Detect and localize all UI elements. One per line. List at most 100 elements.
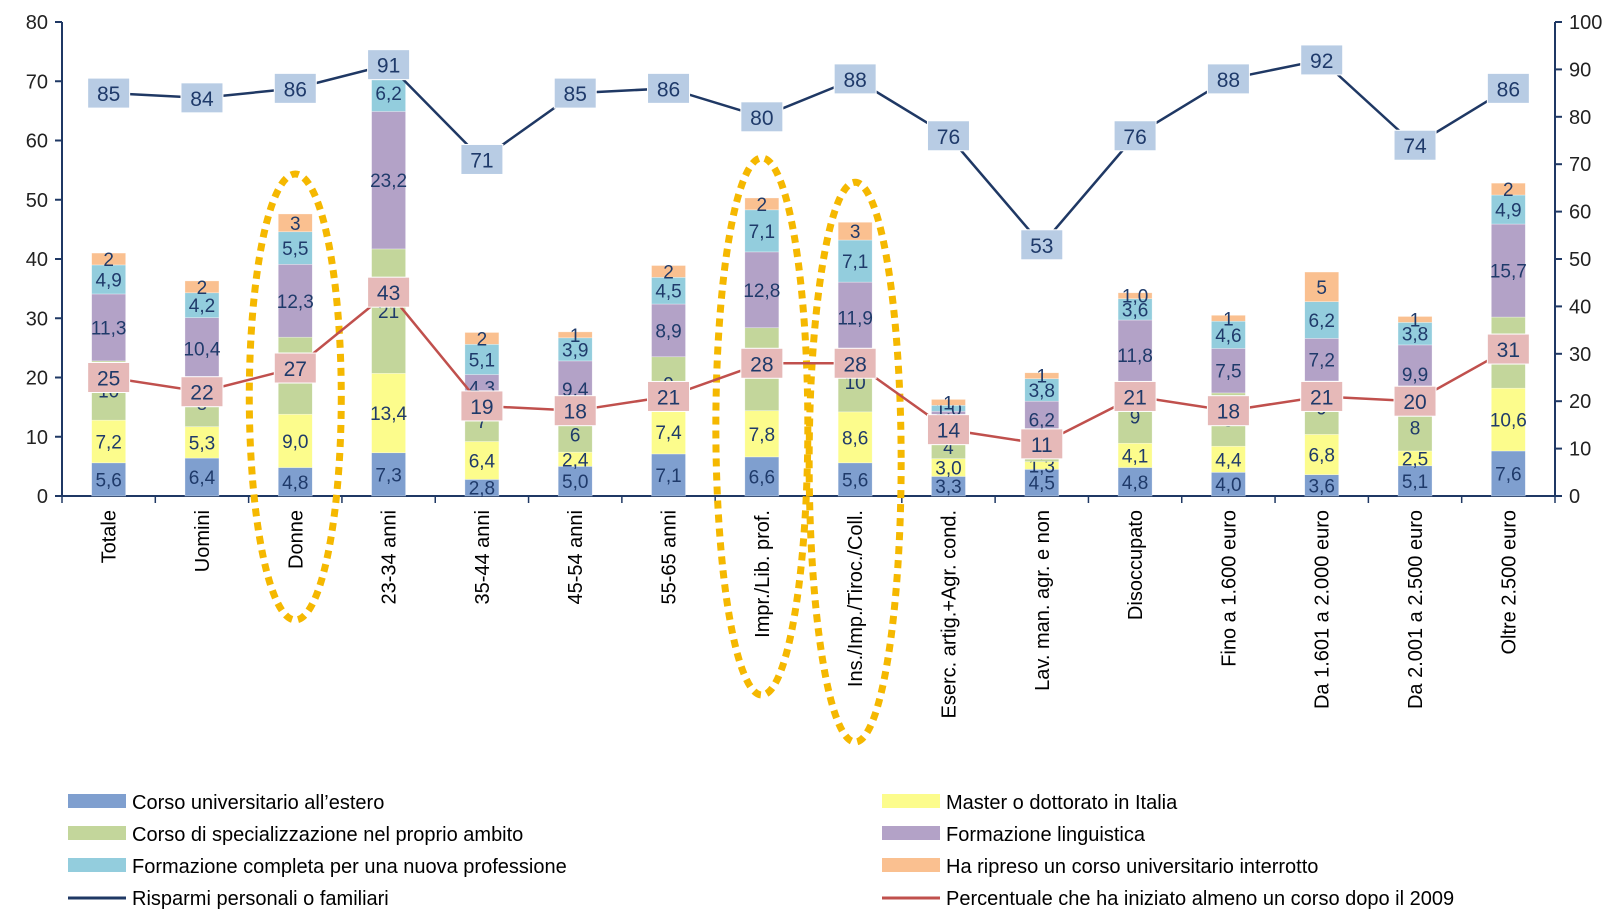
line-point-label: 28 — [843, 353, 866, 376]
bar-segment-label: 6,2 — [1029, 411, 1055, 432]
line-point-box — [647, 380, 691, 412]
bar-segment — [1304, 338, 1340, 382]
bar-segment — [744, 209, 780, 253]
left-tick-label: 80 — [26, 12, 48, 34]
bar-segment — [837, 462, 873, 497]
line-point-box — [1393, 129, 1437, 161]
line-point-box — [1486, 72, 1530, 104]
line-point-box — [926, 414, 970, 446]
bar-segment-label: 7,6 — [1495, 464, 1521, 485]
bar-segment-label: 7,1 — [655, 466, 681, 487]
line-point-box — [740, 347, 784, 379]
bar-segment-label: 2 — [477, 329, 488, 350]
right-tick-label: 80 — [1569, 107, 1591, 129]
legend-swatch — [882, 826, 940, 840]
line-point-box — [553, 77, 597, 109]
line-point-box — [367, 276, 411, 308]
bar-segment-label: 5,1 — [469, 350, 495, 371]
line-point-label: 85 — [97, 83, 120, 106]
bar-segment — [557, 466, 593, 497]
bar-segment-label: 1 — [1036, 367, 1047, 388]
bar-segment — [837, 221, 873, 241]
bar-segment — [464, 332, 500, 345]
line-point-box — [740, 101, 784, 133]
left-tick-label: 10 — [26, 427, 48, 449]
highlight-ovals — [245, 154, 905, 746]
x-category-label: Uomini — [192, 510, 214, 572]
legend-swatch — [68, 858, 126, 872]
bar-segment — [744, 251, 780, 329]
bar-segment-label: 11,9 — [837, 308, 873, 329]
line-point-box — [1300, 380, 1344, 412]
bar-segment-label: 9,0 — [282, 432, 308, 453]
line-point-box — [1206, 395, 1250, 427]
bar-segment-label: 15,7 — [1490, 262, 1527, 283]
right-tick-label: 30 — [1569, 344, 1591, 366]
bar-segment-label: 7,5 — [1215, 362, 1241, 383]
bar-segment-label: 4,9 — [1495, 201, 1521, 222]
line-point-box — [647, 72, 691, 104]
bar-segment-label: 2 — [103, 250, 114, 271]
bar-segment — [744, 410, 780, 458]
x-category-label: Disoccupato — [1125, 510, 1147, 620]
bar-segment-label: 9 — [1130, 408, 1141, 429]
bar-segment-label: 1 — [1223, 309, 1234, 330]
bar-segment-label: 6,4 — [189, 468, 216, 489]
line-point-box — [273, 352, 317, 384]
bar-segment-label: 7,2 — [1309, 351, 1335, 372]
left-tick-label: 50 — [26, 190, 48, 212]
bar-segment — [1304, 434, 1340, 475]
line-point-box — [180, 376, 224, 408]
bar-segment — [91, 419, 126, 464]
bar-segment-label: 5,1 — [1402, 472, 1428, 493]
bar-segment-label: 7,2 — [95, 432, 121, 453]
legend-swatch — [882, 858, 940, 872]
line-point-label: 84 — [190, 88, 214, 111]
bar-segment-label: 1,0 — [1122, 287, 1148, 308]
right-tick-label: 90 — [1569, 59, 1591, 81]
series-line — [108, 290, 1509, 446]
bar-segment-label: 4,6 — [1215, 326, 1241, 347]
bar-segment-label: 8 — [1410, 418, 1421, 439]
line-point-box — [87, 362, 131, 393]
bar-segment-label: 1 — [943, 393, 954, 414]
legend-label: Corso di specializzazione nel proprio am… — [132, 824, 523, 846]
line-point-box — [1300, 44, 1344, 76]
bar-segment-label: 4,5 — [1029, 474, 1055, 495]
x-category-label: Da 1.601 a 2.000 euro — [1312, 510, 1334, 709]
bar-segment — [277, 413, 313, 468]
bar-segment — [371, 452, 406, 497]
bar-segment-label: 8,9 — [655, 321, 681, 342]
x-category-label: 45-54 anni — [565, 510, 587, 605]
legend-swatch — [882, 794, 940, 808]
line-point-label: 18 — [564, 401, 587, 424]
line-point-label: 43 — [377, 282, 400, 305]
bar-segment-label: 1 — [570, 326, 581, 347]
legend-label: Ha ripreso un corso universitario interr… — [946, 856, 1318, 878]
legend-label: Master o dottorato in Italia — [946, 792, 1178, 814]
line-point-label: 74 — [1403, 135, 1427, 158]
bar-segment — [651, 265, 686, 278]
bar-segment — [184, 280, 220, 294]
bar-segment-label: 4,9 — [95, 270, 121, 291]
bar-segment-label: 3,8 — [1029, 381, 1055, 402]
line-point-label: 92 — [1310, 50, 1333, 73]
bar-segment-label: 2 — [1503, 180, 1514, 201]
highlight-oval — [712, 154, 812, 699]
right-tick-label: 40 — [1569, 296, 1591, 318]
left-tick-label: 40 — [26, 249, 48, 271]
line-point-label: 19 — [470, 396, 493, 419]
bar-segment — [184, 426, 220, 459]
left-tick-label: 20 — [26, 368, 48, 390]
line-point-label: 21 — [1123, 386, 1146, 409]
bar-segment-label: 3 — [290, 214, 301, 235]
highlight-oval — [245, 170, 345, 624]
bar-segment-label: 4,5 — [655, 282, 681, 303]
legend-label: Formazione linguistica — [946, 824, 1146, 846]
bar-segment — [1117, 292, 1153, 299]
bar-segment — [744, 456, 780, 497]
right-tick-label: 10 — [1569, 439, 1591, 461]
bar-segment-label: 4,8 — [1122, 473, 1148, 494]
line-point-label: 18 — [1217, 401, 1240, 424]
